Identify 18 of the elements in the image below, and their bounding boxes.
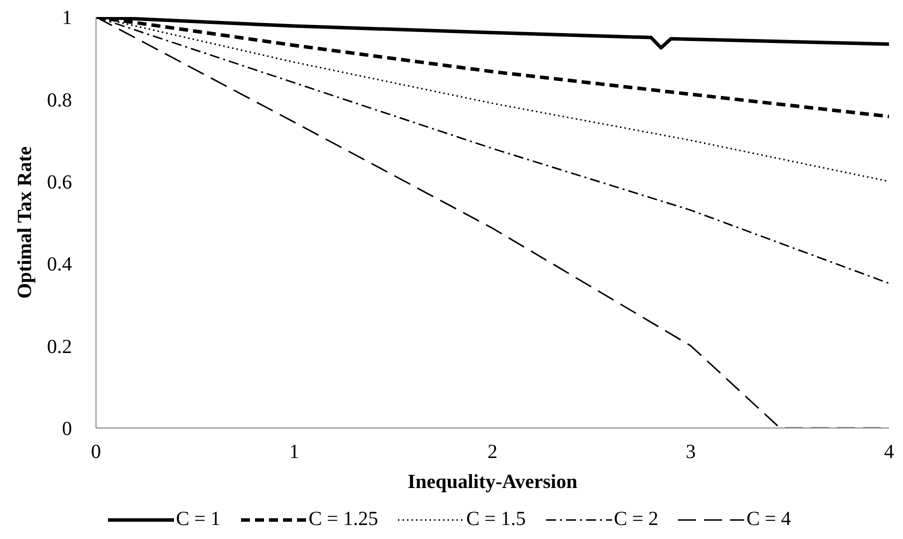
y-tick-label: 1 [62,7,72,30]
legend-label: C = 1 [176,508,221,531]
x-tick-label: 1 [289,441,300,464]
y-tick-label: 0 [62,418,72,440]
y-tick-label: 0.2 [47,336,72,358]
legend-label: C = 4 [746,508,792,531]
y-axis-title: Optimal Tax Rate [14,146,36,299]
legend-label: C = 2 [614,508,658,531]
x-tick-label: 2 [488,441,498,464]
x-tick-label: 3 [686,441,696,464]
y-tick-label: 0.8 [47,89,72,112]
y-tick-label: 0.4 [47,254,72,276]
x-axis-title: Inequality-Aversion [408,471,578,493]
x-tick-label: 0 [91,441,101,464]
x-tick-label: 4 [884,441,894,464]
legend-label: C = 1.5 [466,508,526,531]
y-tick-label: 0.6 [47,172,72,194]
legend-label: C = 1.25 [308,508,378,531]
